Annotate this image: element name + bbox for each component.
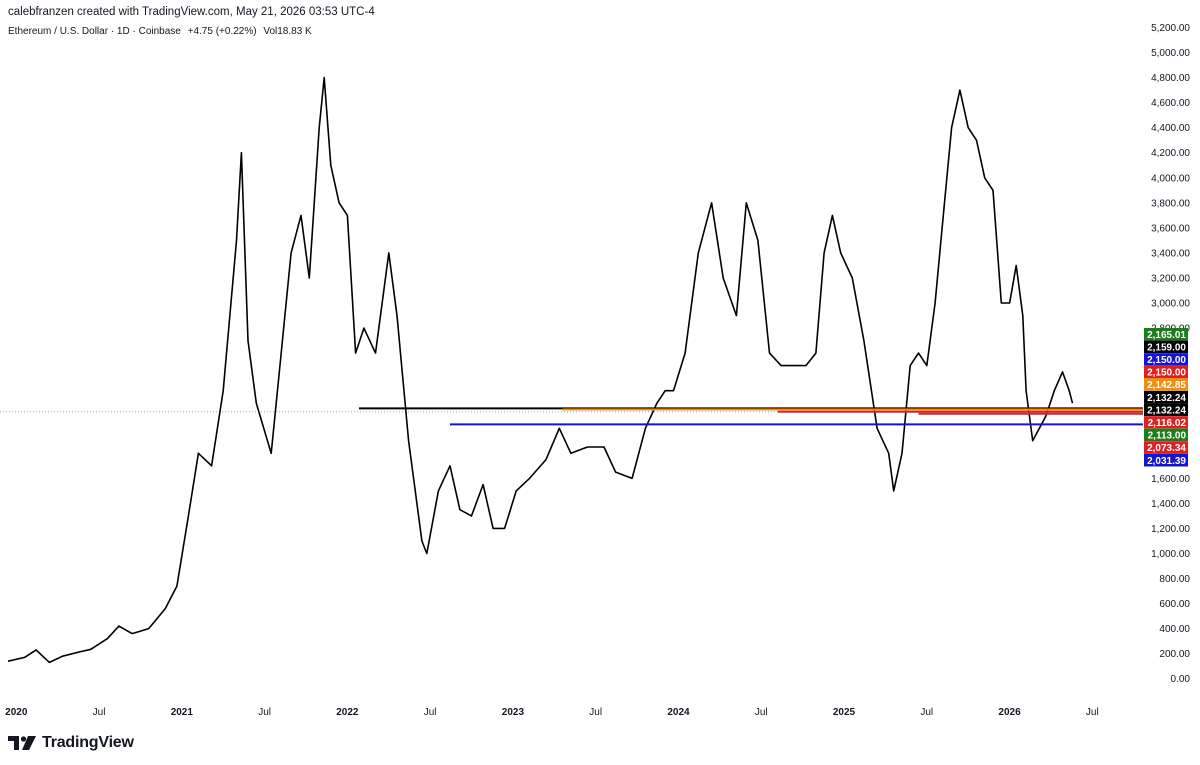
time-tick-label: Jul: [755, 707, 768, 718]
price-tick-label: 400.00: [1159, 624, 1190, 635]
price-tick-label: 4,400.00: [1151, 123, 1190, 134]
time-tick-label: 2021: [171, 707, 194, 718]
price-tick-label: 1,000.00: [1151, 549, 1190, 560]
level-label-text: 2,116.02: [1148, 418, 1187, 429]
level-label-text: 2,132.24: [1147, 405, 1186, 416]
time-tick-label: Jul: [920, 707, 933, 718]
price-tick-label: 0.00: [1171, 674, 1191, 685]
price-tick-label: 800.00: [1159, 574, 1190, 585]
price-tick-label: 5,200.00: [1151, 23, 1190, 34]
chart-attribution: calebfranzen created with TradingView.co…: [8, 6, 375, 18]
price-tick-label: 5,000.00: [1151, 48, 1190, 59]
tradingview-logo-icon: [8, 736, 36, 750]
level-label-9: 2,113.00: [1144, 428, 1188, 442]
level-label-box: [1144, 353, 1188, 366]
time-axis[interactable]: 2020 Jul 2021 Jul 2022 Jul 2023 Jul 2024 Jul 2025 J…: [5, 707, 1099, 718]
symbol-name[interactable]: Ethereum / U.S. Dollar · 1D · Coinbase: [8, 26, 181, 37]
time-tick-label: 2020: [5, 707, 28, 718]
level-label-text: 2,073.34: [1147, 443, 1186, 454]
price-tick-label: 600.00: [1159, 599, 1190, 610]
symbol-legend[interactable]: Ethereum / U.S. Dollar · 1D · Coinbase +…: [8, 26, 316, 37]
price-change: +4.75 (+0.22%): [187, 26, 257, 37]
level-labels: 2,165.012,159.002,150.002,150.002,142.85…: [1144, 328, 1188, 467]
volume-readout: Vol18.83 K: [263, 26, 312, 37]
level-label-text: 2,132.24: [1147, 393, 1186, 404]
level-label-box: [1144, 365, 1188, 379]
level-label-box: [1144, 403, 1188, 417]
level-label-box: [1144, 378, 1188, 391]
level-label-text: 2,165.01: [1147, 330, 1186, 341]
price-tick-label: 4,600.00: [1151, 98, 1190, 109]
level-label-text: 2,142.85: [1147, 380, 1186, 391]
price-axis[interactable]: 5,200.00 5,000.00 4,800.00 4,600.00 4,400.00…: [1151, 23, 1190, 685]
level-label-box: [1144, 441, 1188, 454]
level-label-1: 2,165.01: [1144, 328, 1188, 341]
price-tick-label: 4,000.00: [1151, 173, 1190, 184]
level-label-6: 2,132.24: [1144, 391, 1188, 404]
level-label-4: 2,150.00: [1144, 365, 1188, 379]
level-label-2: 2,159.00: [1144, 340, 1188, 354]
price-tick-label: 4,200.00: [1151, 148, 1190, 159]
price-tick-label: 200.00: [1159, 649, 1190, 660]
price-tick-label: 1,400.00: [1151, 499, 1190, 510]
price-tick-label: 4,800.00: [1151, 73, 1190, 84]
time-tick-label: 2023: [502, 707, 525, 718]
level-label-10: 2,073.34: [1144, 441, 1188, 454]
tradingview-wordmark: TradingView: [42, 734, 134, 751]
time-tick-label: 2026: [998, 707, 1021, 718]
time-tick-label: Jul: [589, 707, 602, 718]
level-label-box: [1144, 328, 1188, 341]
level-label-box: [1144, 416, 1188, 429]
time-tick-label: 2024: [667, 707, 690, 718]
time-tick-label: 2022: [336, 707, 359, 718]
price-tick-label: 3,000.00: [1151, 299, 1190, 310]
price-tick-label: 1,200.00: [1151, 524, 1190, 535]
level-label-box: [1144, 454, 1188, 467]
price-series: [7, 76, 1074, 664]
level-label-3: 2,150.00: [1144, 353, 1188, 366]
price-tick-label: 3,400.00: [1151, 248, 1190, 259]
tradingview-logo[interactable]: TradingView: [8, 734, 134, 752]
level-label-text: 2,113.00: [1148, 431, 1187, 442]
time-tick-label: Jul: [1086, 707, 1099, 718]
level-label-text: 2,150.00: [1147, 368, 1186, 379]
time-tick-label: Jul: [258, 707, 271, 718]
level-label-text: 2,159.00: [1147, 342, 1186, 353]
level-label-7: 2,132.24: [1144, 403, 1188, 417]
level-label-5: 2,142.85: [1144, 378, 1188, 391]
level-label-box: [1144, 340, 1188, 354]
time-tick-label: Jul: [93, 707, 106, 718]
horizontal-levels[interactable]: [358, 407, 1143, 426]
price-series-line-0: [7, 76, 1074, 664]
level-label-11: 2,031.39: [1144, 454, 1188, 467]
level-label-box: [1144, 428, 1188, 442]
price-tick-label: 3,600.00: [1151, 223, 1190, 234]
level-label-text: 2,150.00: [1147, 355, 1186, 366]
price-tick-label: 1,600.00: [1151, 474, 1190, 485]
time-tick-label: 2025: [833, 707, 856, 718]
price-tick-label: 3,200.00: [1151, 273, 1190, 284]
level-label-8: 2,116.02: [1144, 416, 1188, 429]
level-label-text: 2,031.39: [1147, 456, 1186, 467]
price-tick-label: 3,800.00: [1151, 198, 1190, 209]
time-tick-label: Jul: [424, 707, 437, 718]
level-label-box: [1144, 391, 1188, 404]
